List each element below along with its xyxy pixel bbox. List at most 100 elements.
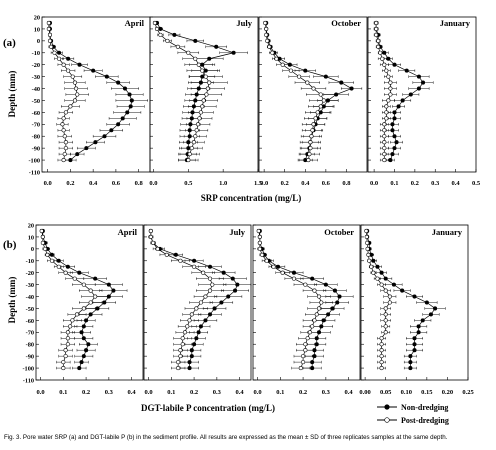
x-tick-label-b-april-3: 0.3 [105,389,114,396]
x-tick-label-b-july-3: 0.3 [213,389,222,396]
point-b-july-post-dredging-16 [185,324,190,329]
point-a-july-non-dredging-5 [231,50,236,55]
point-a-january-post-dredging-15 [384,110,389,115]
point-b-october-non-dredging-10 [332,288,337,293]
line-b-october-post-dredging [258,230,322,369]
legend-marker-post-dredging [384,417,390,423]
point-a-january-non-dredging-22 [390,152,395,157]
point-b-october-post-dredging-16 [310,324,315,329]
point-b-october-non-dredging-7 [291,270,297,275]
point-b-january-non-dredging-14 [428,312,433,317]
point-b-april-post-dredging-22 [61,360,66,365]
y-tick-label-b-1: 10 [28,234,34,241]
point-a-october-post-dredging-22 [307,152,312,157]
point-a-july-post-dredging-4 [175,44,180,49]
y-tick-label-b-7: -50 [26,306,34,313]
point-b-october-post-dredging-1 [257,234,262,239]
point-b-july-non-dredging-6 [207,264,213,269]
point-b-january-non-dredging-13 [433,306,438,311]
point-b-october-post-dredging-23 [298,366,303,371]
x-tick-label-b-january-4: 0.20 [442,389,453,396]
point-a-january-non-dredging-18 [390,128,395,133]
point-a-january-post-dredging-3 [376,38,381,43]
point-a-april-post-dredging-4 [49,44,54,49]
point-b-april-post-dredging-11 [93,294,98,299]
point-b-april-post-dredging-2 [40,240,45,245]
point-a-january-post-dredging-21 [382,146,387,151]
point-b-january-post-dredging-2 [365,240,370,245]
point-a-january-post-dredging-14 [384,104,389,109]
point-b-april-non-dredging-18 [81,336,86,341]
x-tick-label-a-january-5: 0.5 [472,180,481,187]
point-a-january-post-dredging-6 [380,56,385,61]
figure-caption: Fig. 3. Pore water SRP (a) and DGT-labil… [4,434,448,441]
point-a-january-non-dredging-10 [420,80,426,85]
point-a-april-post-dredging-21 [63,146,68,151]
point-a-april-post-dredging-1 [46,26,51,31]
point-a-april-non-dredging-6 [66,56,71,61]
series-a-october-post-dredging [263,20,339,163]
point-a-january-non-dredging-11 [416,86,421,91]
point-b-april-non-dredging-8 [93,276,98,281]
subplot-title-b-january: January [432,227,463,237]
point-a-april-post-dredging-8 [66,68,71,73]
point-a-january-post-dredging-8 [384,68,389,73]
text-layer: (a) (b) Depth (mm) Depth (mm) SRP concen… [3,14,481,413]
point-b-january-post-dredging-14 [383,312,388,317]
point-b-april-post-dredging-18 [65,336,70,341]
line-a-january-non-dredging [375,22,424,161]
point-b-april-non-dredging-21 [81,354,86,359]
point-a-july-post-dredging-7 [196,62,201,67]
point-a-april-post-dredging-20 [63,140,68,145]
line-b-april-non-dredging [42,230,114,369]
point-a-april-post-dredging-22 [62,152,67,157]
point-b-july-post-dredging-6 [192,264,197,269]
point-a-april-non-dredging-20 [93,140,98,145]
point-b-october-non-dredging-23 [310,366,315,371]
plot-frame-b-january [360,224,469,381]
point-b-july-post-dredging-9 [210,282,215,287]
point-b-october-non-dredging-11 [337,294,342,299]
point-b-april-non-dredging-10 [111,288,116,293]
point-b-april-post-dredging-5 [49,258,54,263]
point-a-october-post-dredging-13 [321,98,326,103]
point-b-july-non-dredging-11 [226,294,231,299]
point-a-april-post-dredging-5 [52,50,57,55]
point-b-october-post-dredging-7 [280,270,285,275]
point-a-january-non-dredging-20 [394,140,399,145]
point-b-july-post-dredging-1 [148,234,153,239]
y-tick-label-a-10: -80 [32,134,40,141]
point-a-july-post-dredging-0 [152,20,157,25]
point-a-april-non-dredging-8 [91,68,96,73]
point-b-january-post-dredging-20 [379,348,384,353]
point-a-january-post-dredging-11 [388,86,393,91]
point-b-july-post-dredging-18 [180,336,185,341]
point-a-january-post-dredging-10 [388,80,393,85]
x-tick-label-a-january-1: 0.1 [390,180,398,187]
point-a-april-non-dredging-18 [109,128,114,133]
x-tick-label-b-october-4: 0.4 [345,389,354,396]
point-b-april-post-dredging-7 [63,270,68,275]
point-a-april-post-dredging-14 [68,104,73,109]
y-tick-label-b-6: -40 [26,294,34,301]
subplot-title-a-january: January [440,18,471,28]
point-b-april-non-dredging-23 [77,366,82,371]
point-a-july-post-dredging-18 [194,128,199,133]
point-b-april-post-dredging-6 [56,264,61,269]
point-b-july-non-dredging-16 [198,324,203,329]
point-a-april-non-dredging-11 [122,86,128,91]
point-b-january-non-dredging-12 [424,300,429,305]
point-b-july-post-dredging-8 [207,276,213,281]
point-a-july-post-dredging-21 [189,146,194,151]
point-b-july-post-dredging-7 [201,270,206,275]
plot-frame-a-october [258,16,368,173]
point-a-july-non-dredging-2 [172,32,177,37]
point-b-july-non-dredging-15 [203,318,208,323]
x-tick-label-a-april-2: 0.4 [89,180,98,187]
series-b-october-post-dredging [256,228,333,371]
point-a-october-post-dredging-9 [297,74,302,79]
point-a-july-post-dredging-1 [154,26,159,31]
point-b-july-post-dredging-20 [178,348,183,353]
point-b-january-non-dredging-23 [408,366,413,371]
point-a-october-post-dredging-10 [305,80,310,85]
